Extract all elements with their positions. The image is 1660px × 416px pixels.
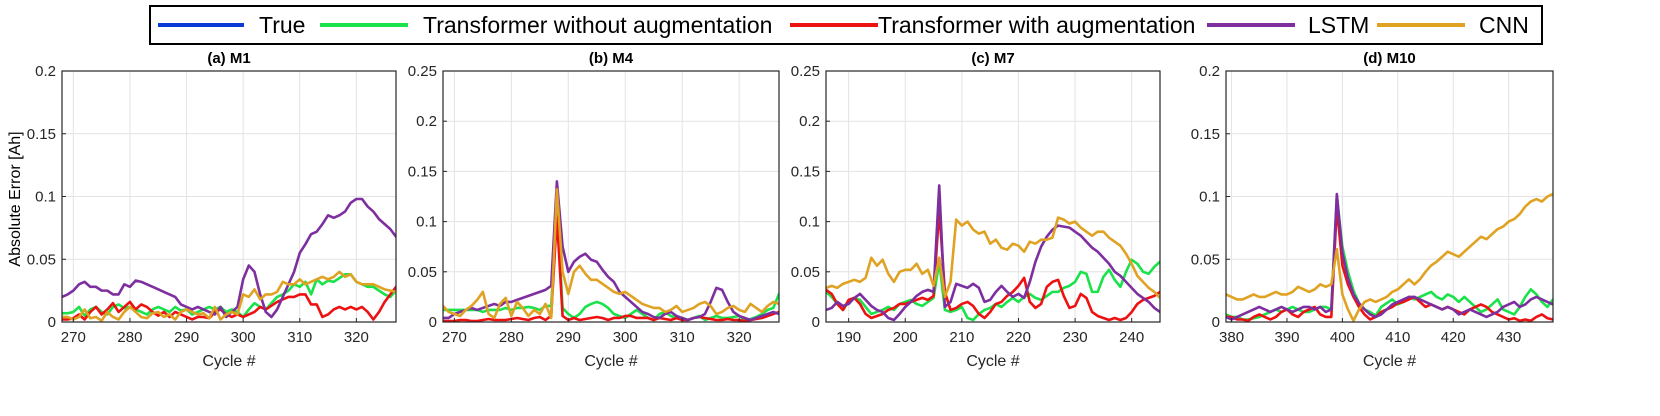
- x-tick-label: 420: [1441, 329, 1466, 346]
- y-tick-label: 0.2: [1199, 63, 1220, 80]
- panel-m4: 270 280 290 300 310 320 0 0.05 0.1 0.15 0.2 0.25 (b)…: [408, 50, 780, 370]
- legend: True Transformer without augmentation Tr…: [149, 5, 1543, 45]
- plot-area: [443, 71, 779, 322]
- x-tick-label: 310: [670, 329, 695, 346]
- y-axis-label: Absolute Error [Ah]: [7, 131, 24, 266]
- x-tick-label: 280: [499, 329, 524, 346]
- series-line-transformer-with-augmentation: [443, 215, 779, 322]
- y-tick-label: 0.15: [408, 163, 437, 180]
- y-tick-label: 0.1: [799, 214, 820, 231]
- x-axis-label: Cycle #: [584, 353, 637, 370]
- x-tick-label: 210: [949, 329, 974, 346]
- x-axis-label: Cycle #: [1363, 353, 1416, 370]
- y-tick-label: 0.2: [799, 113, 820, 130]
- y-tick-label: 0.25: [408, 63, 437, 80]
- series-line-transformer-without-augmentation: [443, 205, 779, 322]
- x-tick-label: 290: [556, 329, 581, 346]
- panel-m7: 190 200 210 220 230 240 0 0.05 0.1 0.15 0.2 0.25 (c)…: [791, 50, 1161, 370]
- y-tick-label: 0: [48, 314, 56, 331]
- y-tick-label: 0.05: [791, 264, 820, 281]
- legend-label-lstm: LSTM: [1308, 12, 1369, 38]
- axes-frame: [825, 70, 1161, 323]
- x-tick-label: 190: [836, 329, 861, 346]
- x-tick-label: 220: [1006, 329, 1031, 346]
- legend-label-transformer-aug: Transformer with augmentation: [878, 12, 1195, 38]
- x-tick-label: 270: [442, 329, 467, 346]
- y-tick-label: 0.2: [416, 113, 437, 130]
- series-line-cnn: [826, 216, 1160, 300]
- chart-title: (c) M7: [971, 50, 1014, 67]
- x-tick-label: 380: [1219, 329, 1244, 346]
- y-tick-label: 0: [429, 314, 437, 331]
- axes-frame: [442, 70, 780, 323]
- y-tick-label: 0: [1212, 314, 1220, 331]
- y-tick-label: 0.05: [408, 264, 437, 281]
- y-tick-label: 0.1: [416, 214, 437, 231]
- x-tick-label: 300: [613, 329, 638, 346]
- panel-m10: 380 390 400 410 420 430 0 0.05 0.1 0.15 0.2 (d) M10…: [1191, 50, 1554, 370]
- series-line-lstm: [1226, 192, 1553, 321]
- y-tick-label: 0.15: [1191, 126, 1220, 143]
- chart-title: (d) M10: [1363, 50, 1416, 67]
- panel-m1: 270 280 290 300 310 320 0 0.05 0.1 0.15 0.2 (a) M1 C…: [27, 50, 397, 370]
- x-tick-label: 430: [1496, 329, 1521, 346]
- plot-area: [826, 71, 1160, 322]
- x-tick-label: 410: [1385, 329, 1410, 346]
- x-tick-label: 240: [1119, 329, 1144, 346]
- y-tick-label: 0.1: [1199, 189, 1220, 206]
- x-tick-label: 310: [287, 329, 312, 346]
- legend-label-true: True: [259, 12, 305, 38]
- legend-label-transformer-no-aug: Transformer without augmentation: [423, 12, 772, 38]
- x-tick-label: 400: [1330, 329, 1355, 346]
- legend-label-cnn: CNN: [1479, 12, 1529, 38]
- y-tick-label: 0.15: [791, 163, 820, 180]
- x-tick-label: 280: [117, 329, 142, 346]
- y-tick-label: 0.15: [27, 126, 56, 143]
- series-line-cnn: [443, 188, 779, 320]
- x-tick-label: 390: [1274, 329, 1299, 346]
- y-tick-label: 0.2: [35, 63, 56, 80]
- series-line-transformer-with-augmentation: [826, 208, 1160, 322]
- y-tick-label: 0: [812, 314, 820, 331]
- x-tick-label: 290: [174, 329, 199, 346]
- series-line-cnn: [62, 270, 396, 322]
- y-tick-label: 0.1: [35, 189, 56, 206]
- x-tick-label: 270: [61, 329, 86, 346]
- x-axis-label: Cycle #: [966, 353, 1019, 370]
- y-tick-label: 0.25: [791, 63, 820, 80]
- series-line-transformer-without-augmentation: [62, 273, 396, 319]
- x-tick-label: 320: [344, 329, 369, 346]
- x-axis-label: Cycle #: [202, 353, 255, 370]
- x-tick-label: 300: [231, 329, 256, 346]
- chart-title: (b) M4: [589, 50, 634, 67]
- y-tick-label: 0.05: [27, 251, 56, 268]
- series-group: [62, 197, 396, 322]
- series-group: [443, 180, 779, 322]
- series-group: [1226, 192, 1553, 322]
- x-tick-label: 230: [1063, 329, 1088, 346]
- series-line-cnn: [1226, 192, 1553, 322]
- x-tick-label: 320: [727, 329, 752, 346]
- series-group: [826, 184, 1160, 322]
- series-line-lstm: [826, 184, 1160, 322]
- chart-title: (a) M1: [207, 50, 250, 67]
- y-tick-label: 0.05: [1191, 251, 1220, 268]
- x-tick-label: 200: [893, 329, 918, 346]
